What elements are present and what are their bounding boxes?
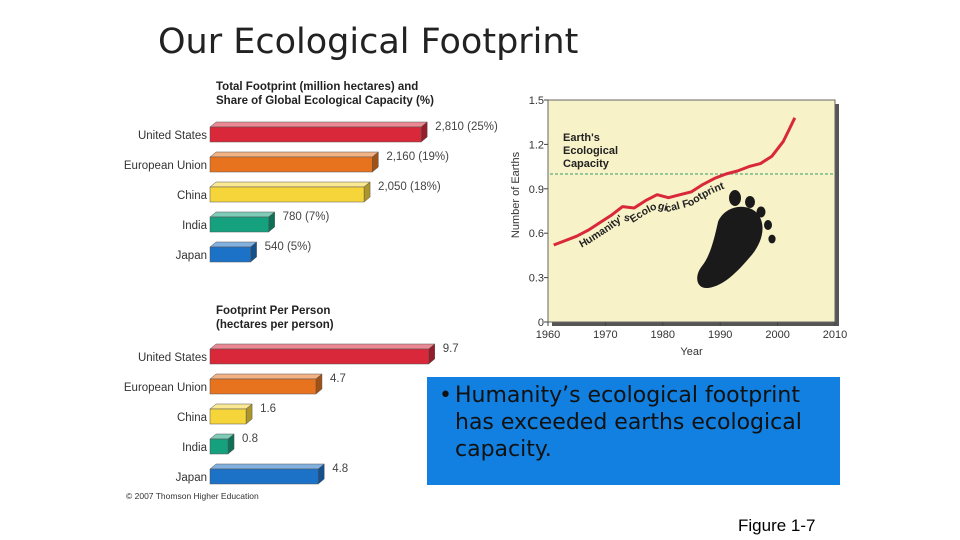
bar (209, 246, 251, 263)
category-label: Japan (176, 472, 207, 484)
y-tick-label: 0.6 (529, 228, 544, 240)
per-person-title-line-2: (hectares per person) (216, 319, 334, 331)
category-label: United States (138, 130, 207, 142)
bar (209, 378, 317, 395)
bar (209, 348, 429, 365)
bar-top-face (209, 373, 323, 380)
ecological-capacity-label: Earth's (563, 132, 600, 144)
figure-label: Figure 1-7 (738, 516, 816, 535)
x-tick-label: 1990 (708, 329, 732, 341)
category-label: India (182, 220, 208, 232)
ecological-capacity-label: Capacity (563, 158, 610, 170)
bar-value-label: 780 (7%) (283, 211, 330, 223)
footprint-series-line (553, 117, 797, 247)
x-axis-label: Year (680, 346, 703, 358)
line-chart-panel (547, 99, 836, 323)
bar (209, 216, 269, 233)
category-label: India (182, 442, 208, 454)
slide-title: Our Ecological Footprint (158, 22, 579, 62)
footprint-icon (697, 190, 776, 289)
bar-top-face (209, 403, 253, 410)
category-label: China (177, 190, 208, 202)
total-footprint-bars: United States 2,810 (25%) European Union 2,… (124, 121, 498, 263)
bar-value-label: 9.7 (443, 343, 459, 355)
bar-top-face (209, 181, 371, 188)
category-label: China (177, 412, 208, 424)
ecological-capacity-label: Ecological (563, 145, 618, 157)
total-footprint-title-line-1: Total Footprint (million hectares) and (216, 81, 418, 93)
bar-value-label: 1.6 (260, 403, 276, 415)
category-label: European Union (124, 382, 207, 394)
bar-value-label: 4.7 (330, 373, 346, 385)
bullet-point: • Humanity’s ecological footprint has ex… (439, 382, 830, 463)
per-person-bars: United States 9.7 European Union 4.7 China 1.… (124, 343, 459, 485)
total-footprint-title-line-2: Share of Global Ecological Capacity (%) (216, 95, 434, 107)
bar-value-label: 2,160 (19%) (386, 151, 449, 163)
category-label: United States (138, 352, 207, 364)
bar-top-face (209, 343, 436, 350)
x-tick-label: 1960 (536, 329, 560, 341)
category-label: European Union (124, 160, 207, 172)
bar (209, 126, 422, 143)
bar-top-face (209, 241, 258, 248)
y-tick-label: 1.2 (529, 139, 544, 151)
y-tick-label: 1.5 (529, 95, 544, 107)
bar (209, 438, 229, 455)
bar (209, 468, 319, 485)
bar (209, 408, 247, 425)
x-tick-label: 2010 (823, 329, 847, 341)
y-tick-label: 0.3 (529, 273, 544, 285)
bar (209, 186, 365, 203)
y-axis-label: Number of Earths (510, 151, 522, 238)
bar-value-label: 2,810 (25%) (435, 121, 498, 133)
x-tick-label: 1970 (593, 329, 617, 341)
copyright-text: © 2007 Thomson Higher Education (126, 491, 259, 501)
x-tick-label: 2000 (765, 329, 789, 341)
bar-value-label: 0.8 (242, 433, 258, 445)
y-tick-label: 0.9 (529, 184, 544, 196)
category-label: Japan (176, 250, 207, 262)
bar-top-face (209, 463, 325, 470)
bar-value-label: 4.8 (332, 463, 348, 475)
bar-top-face (209, 151, 380, 158)
per-person-title-line-1: Footprint Per Person (216, 305, 330, 317)
y-tick-label: 0 (538, 317, 544, 329)
bar-value-label: 540 (5%) (265, 241, 312, 253)
bar-top-face (209, 121, 428, 128)
bullet-text: Humanity’s ecological footprint has exce… (455, 383, 802, 462)
bar-top-face (209, 211, 276, 218)
bar-value-label: 2,050 (18%) (378, 181, 441, 193)
bullet-symbol: • (439, 383, 452, 408)
x-tick-label: 1980 (651, 329, 675, 341)
bullet-box: • Humanity’s ecological footprint has ex… (427, 377, 840, 485)
bar (209, 156, 373, 173)
